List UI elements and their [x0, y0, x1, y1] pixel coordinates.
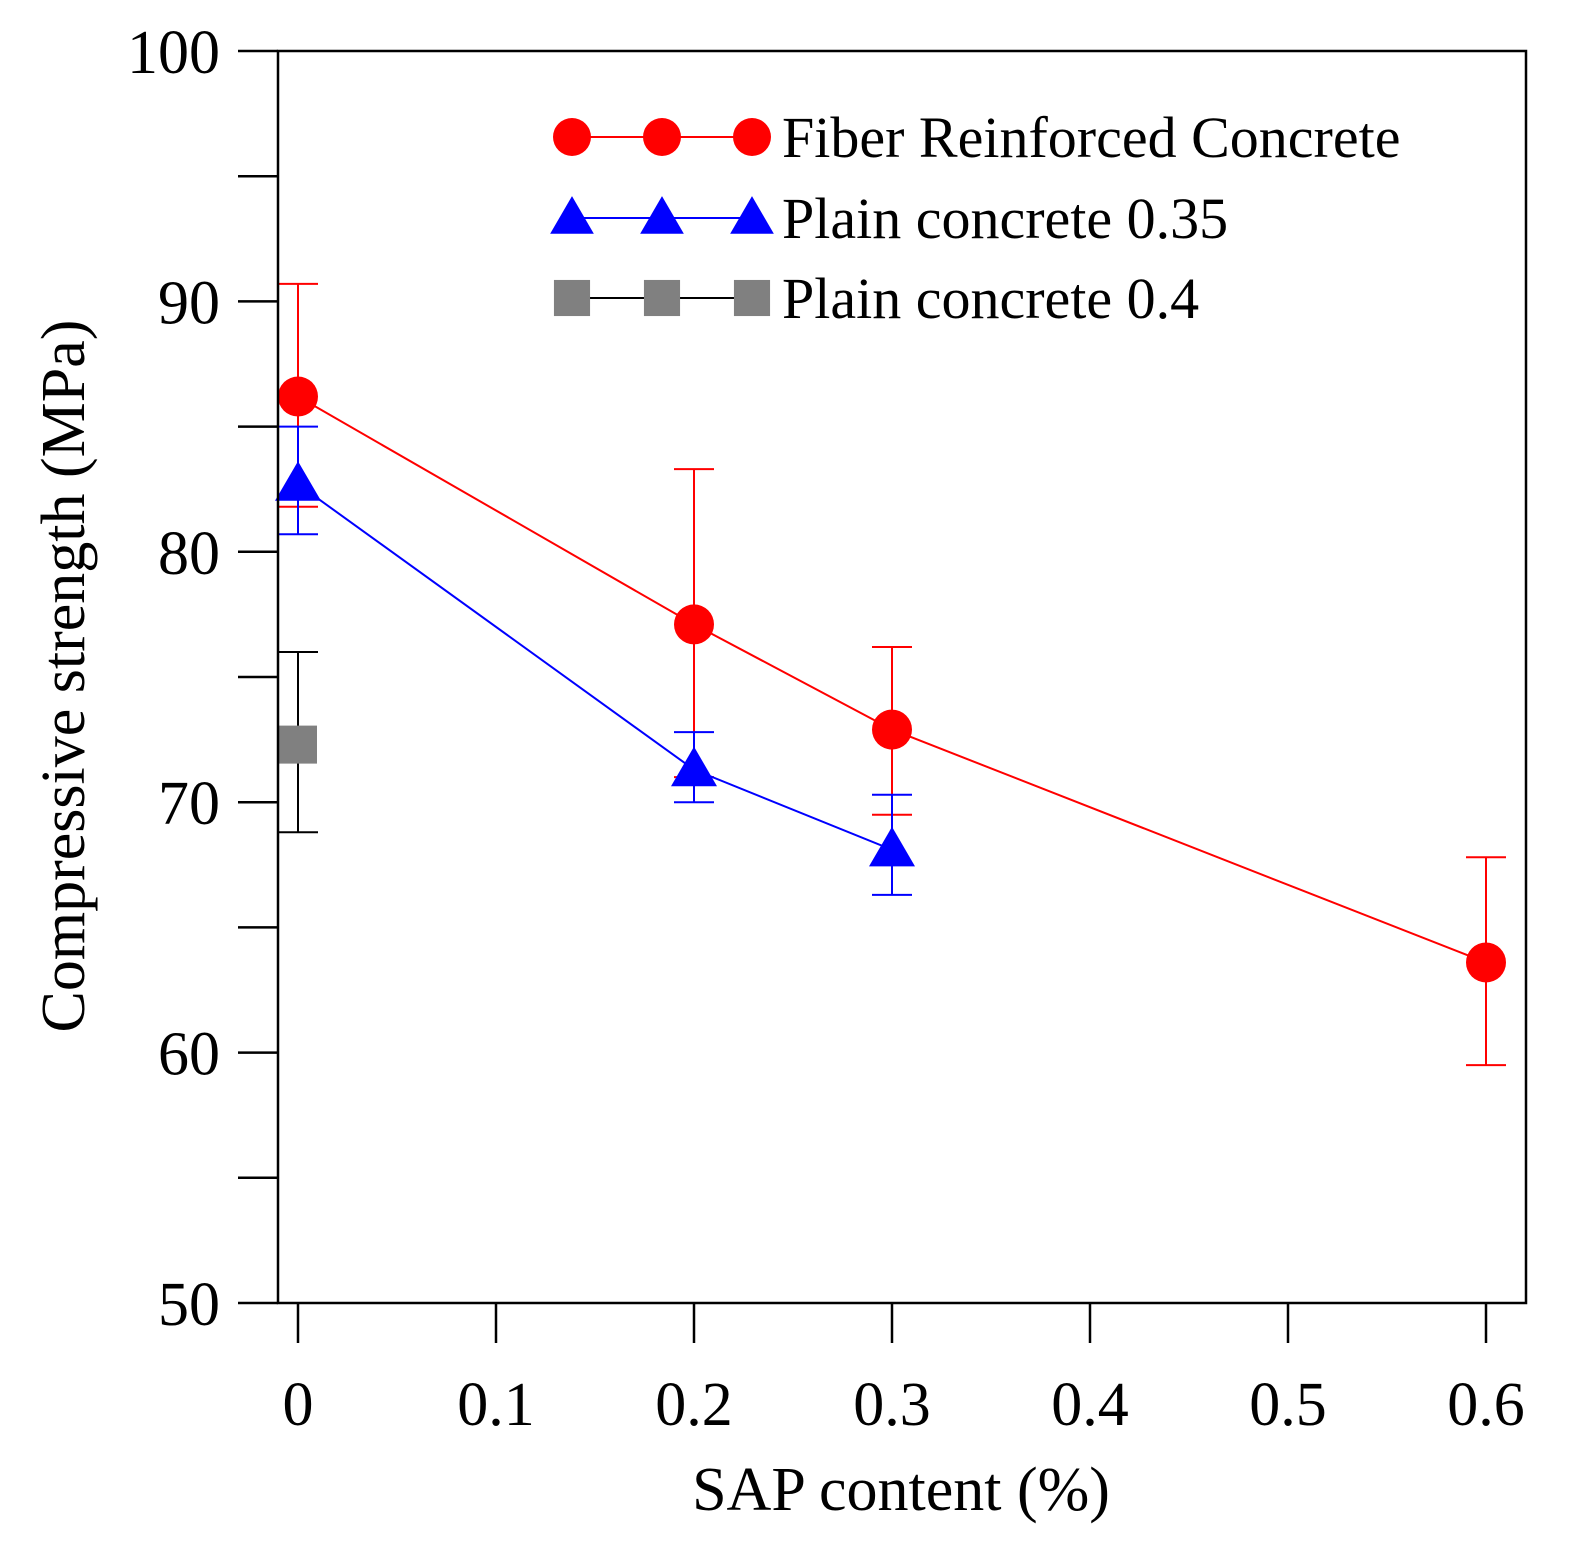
- x-axis-label: SAP content (%): [692, 1456, 1110, 1524]
- axes-layer: 50 60 70 80 90 100 0 0.1 0.2 0.3 0.4 0.5 0.6: [127, 19, 1528, 1439]
- x-tick-label: 0.6: [1447, 1371, 1525, 1439]
- x-tick-label: 0.2: [655, 1371, 733, 1439]
- series-layer: [275, 282, 1506, 1067]
- series-circle: [278, 282, 1506, 1067]
- legend-marker: [550, 196, 594, 234]
- legend: Fiber Reinforced Concrete Plain concrete …: [550, 105, 1400, 331]
- x-tick-label: 0.3: [853, 1371, 931, 1439]
- y-tick-label: 80: [158, 520, 220, 588]
- data-point: [1466, 942, 1506, 983]
- y-tick-label: 60: [158, 1021, 220, 1089]
- data-point: [671, 746, 717, 787]
- legend-marker: [730, 196, 774, 234]
- legend-label: Plain concrete 0.35: [782, 186, 1228, 251]
- legend-item: Fiber Reinforced Concrete: [553, 105, 1400, 170]
- data-point: [872, 709, 912, 750]
- legend-marker: [640, 196, 684, 234]
- legend-label: Plain concrete 0.4: [782, 266, 1199, 331]
- x-tick-label: 0: [283, 1371, 314, 1439]
- legend-marker: [733, 279, 771, 317]
- legend-item: Plain concrete 0.4: [553, 266, 1199, 331]
- legend-marker: [553, 118, 591, 156]
- series-line: [297, 395, 1487, 964]
- data-point: [279, 725, 317, 764]
- y-tick-label: 90: [158, 269, 220, 337]
- legend-item: Plain concrete 0.35: [550, 186, 1228, 251]
- legend-label: Fiber Reinforced Concrete: [782, 105, 1400, 170]
- x-tick-label: 0.5: [1249, 1371, 1327, 1439]
- series-triangle: [275, 425, 915, 896]
- data-point: [869, 826, 915, 867]
- legend-marker: [643, 279, 681, 317]
- data-point: [275, 461, 321, 501]
- legend-marker: [553, 279, 591, 317]
- y-tick-label: 50: [158, 1271, 220, 1339]
- y-tick-label: 100: [127, 19, 220, 87]
- y-tick-label: 70: [158, 770, 220, 838]
- x-tick-label: 0.4: [1051, 1371, 1129, 1439]
- data-point: [674, 604, 714, 645]
- y-axis-label: Compressive strength (MPa): [30, 320, 98, 1033]
- x-tick-label: 0.1: [457, 1371, 535, 1439]
- data-point: [278, 376, 318, 417]
- legend-marker: [643, 118, 681, 156]
- series-square: [278, 650, 318, 834]
- series-line: [297, 483, 893, 851]
- legend-marker: [733, 118, 771, 156]
